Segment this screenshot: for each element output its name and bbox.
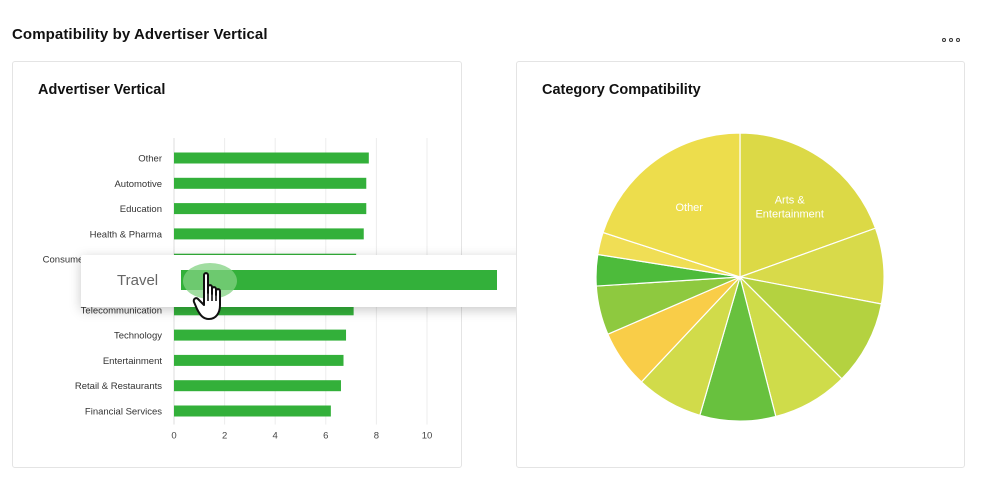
bar[interactable] [174,329,347,341]
category-label: Entertainment [103,356,163,367]
slice-label: Other [675,202,703,214]
category-label: Retail & Restaurants [75,381,162,392]
x-tick-label: 10 [422,431,433,442]
bar[interactable] [174,405,331,417]
bar[interactable] [174,354,344,366]
x-tick-label: 0 [171,431,176,442]
category-label: Health & Pharma [90,229,163,240]
advertiser-vertical-card: Advertiser Vertical 0 2 4 6 8 10 Other Automoti… [12,61,529,468]
category-label: Telecommunication [81,305,162,316]
page-title: Compatibility by Advertiser Vertical [12,26,268,43]
bar[interactable] [174,380,341,392]
x-tick-label: 6 [323,431,328,442]
bar[interactable] [174,228,364,240]
category-compatibility-pie-chart: Arts & Entertainment Other [595,132,885,422]
x-tick-label: 8 [374,431,379,442]
hover-label: Travel [117,272,159,289]
advertiser-vertical-title: Advertiser Vertical [38,82,166,98]
category-label: Education [120,204,162,215]
slice-label: Arts & Entertainment [755,194,823,220]
category-compatibility-card: Category Compatibility Arts & Entertainme… [516,61,965,468]
bar[interactable] [174,152,369,164]
pie-slice[interactable] [739,132,877,278]
bar[interactable] [174,304,354,316]
hover-popup-travel[interactable]: Travel [81,255,529,320]
bar[interactable] [174,177,367,189]
bar[interactable] [174,203,367,215]
x-tick-label: 4 [273,431,278,442]
hand-pointer-icon [192,272,221,320]
pie-slice[interactable] [602,132,741,278]
category-label: Financial Services [85,407,162,418]
more-options-icon[interactable] [942,34,966,46]
category-compatibility-title: Category Compatibility [542,82,701,98]
hover-bar[interactable] [181,270,497,290]
category-label: Other [138,154,162,165]
x-tick-label: 2 [222,431,227,442]
category-label: Automotive [114,179,162,190]
category-label: Technology [114,331,162,342]
pie-slice[interactable] [738,276,883,380]
